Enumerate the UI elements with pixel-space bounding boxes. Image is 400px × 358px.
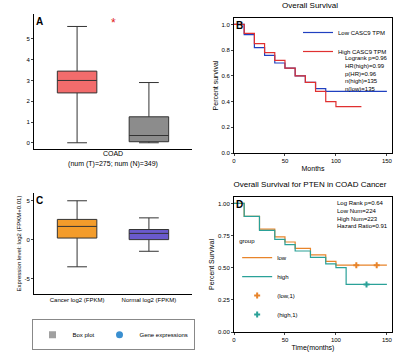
svg-text:low: low [277, 255, 287, 261]
svg-text:Expression level: log2 (FPKM+0: Expression level: log2 (FPKM+0.01) [16, 196, 22, 292]
svg-text:A: A [36, 16, 43, 27]
svg-text:Normal log2 (FPKM): Normal log2 (FPKM) [122, 297, 177, 303]
svg-text:0.00: 0.00 [218, 329, 230, 335]
svg-text:D: D [236, 199, 243, 210]
svg-text:*: * [111, 16, 116, 30]
svg-text:Gene expressions: Gene expressions [140, 332, 188, 338]
svg-text:(high,1): (high,1) [277, 312, 297, 318]
svg-text:0.4: 0.4 [221, 99, 230, 105]
svg-text:Low CASC9 TPM: Low CASC9 TPM [338, 30, 385, 36]
svg-text:0.75: 0.75 [218, 233, 230, 239]
svg-text:0.6: 0.6 [221, 73, 230, 79]
svg-text:50: 50 [282, 337, 289, 343]
svg-text:high: high [277, 274, 288, 280]
svg-text:Overall Survival: Overall Survival [282, 1, 338, 10]
svg-text:COAD(num (T)=275; num (N)=349): COAD(num (T)=275; num (N)=349) [68, 150, 158, 167]
svg-text:Log Rank p=0.64Low Num=224High: Log Rank p=0.64Low Num=224High Num=223Ha… [337, 200, 388, 229]
svg-text:2: 2 [26, 98, 30, 104]
svg-text:100: 100 [331, 158, 342, 164]
svg-text:1.00: 1.00 [218, 201, 230, 207]
svg-text:0: 0 [232, 337, 236, 343]
svg-text:High CASC9 TPM: High CASC9 TPM [338, 49, 386, 55]
svg-text:0.50: 0.50 [218, 265, 230, 271]
svg-text:Logrank p=0.96HR(high)=0.99p(H: Logrank p=0.96HR(high)=0.99p(HR)=0.96n(h… [345, 55, 388, 92]
svg-text:0.8: 0.8 [221, 47, 230, 53]
svg-text:0.0: 0.0 [221, 150, 230, 156]
svg-text:Overall Survival for PTEN in C: Overall Survival for PTEN in COAD Cancer [234, 180, 387, 189]
svg-text:Months: Months [302, 165, 325, 172]
svg-text:(low,1): (low,1) [277, 293, 295, 299]
svg-text:5: 5 [26, 36, 30, 42]
svg-text:Percent survival: Percent survival [212, 60, 219, 110]
svg-text:Cancer log2 (FPKM): Cancer log2 (FPKM) [50, 297, 105, 303]
svg-text:0: 0 [26, 237, 30, 243]
svg-text:150: 150 [382, 158, 393, 164]
svg-text:4: 4 [26, 57, 30, 63]
svg-text:0.2: 0.2 [221, 124, 230, 130]
svg-text:150: 150 [382, 337, 393, 343]
svg-text:0: 0 [232, 158, 236, 164]
svg-text:C: C [36, 195, 43, 206]
svg-text:1: 1 [26, 119, 30, 125]
svg-text:50: 50 [282, 158, 289, 164]
svg-text:Box plot: Box plot [73, 332, 95, 338]
svg-text:1.0: 1.0 [221, 22, 230, 28]
svg-text:3: 3 [26, 78, 30, 84]
svg-text:0: 0 [26, 140, 30, 146]
svg-text:Time(months): Time(months) [292, 344, 335, 352]
svg-text:-5: -5 [24, 276, 30, 282]
svg-text:group: group [239, 238, 255, 244]
svg-text:0.25: 0.25 [218, 297, 230, 303]
svg-text:100: 100 [331, 337, 342, 343]
svg-text:B: B [236, 20, 243, 31]
svg-text:Percent Survival: Percent Survival [208, 239, 215, 290]
svg-text:5: 5 [26, 198, 30, 204]
